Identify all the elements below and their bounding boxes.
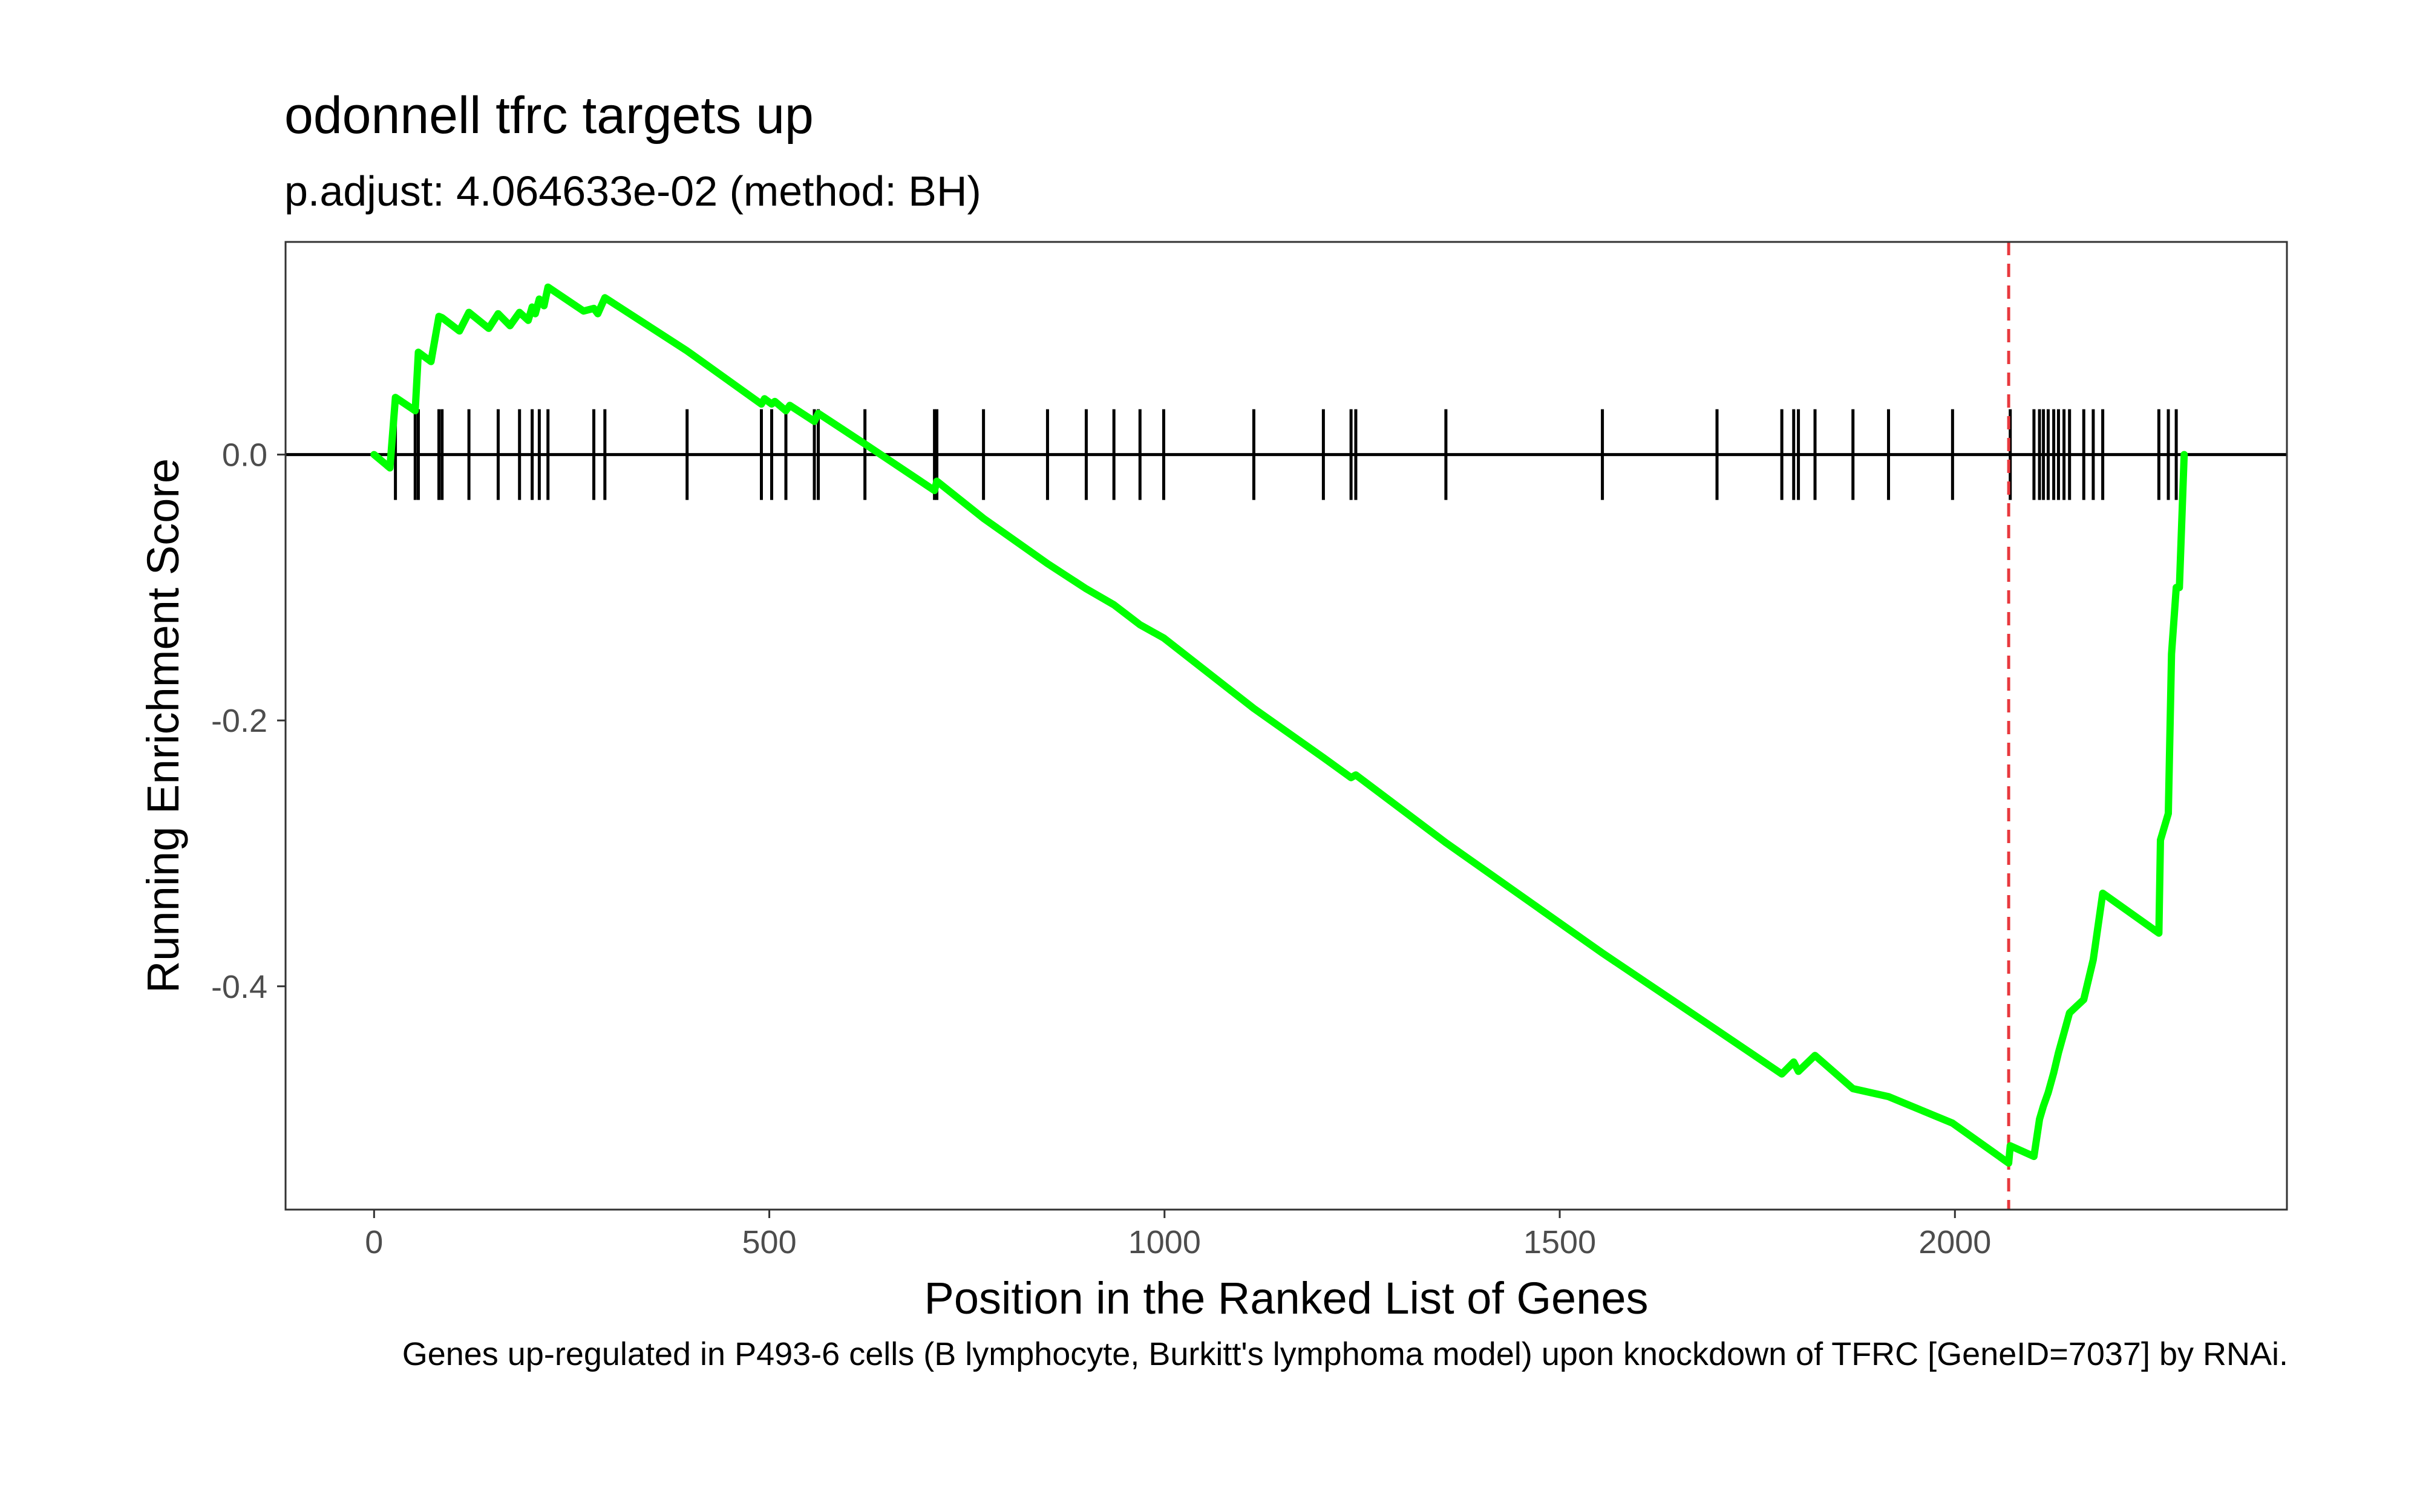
x-axis: 0 500 1000 1500 2000 [365,1210,1991,1260]
x-axis-title: Position in the Ranked List of Genes [924,1273,1648,1323]
y-axis-title: Running Enrichment Score [138,458,188,993]
y-tick-label: -0.2 [211,703,267,739]
y-axis: 0.0 -0.2 -0.4 [211,437,286,1005]
x-tick-label: 500 [742,1224,797,1260]
x-tick-label: 1500 [1523,1224,1596,1260]
chart-title: odonnell tfrc targets up [284,86,814,145]
y-tick-label: -0.4 [211,969,267,1005]
chart-caption: Genes up-regulated in P493-6 cells (B ly… [402,1336,2288,1372]
chart-subtitle: p.adjust: 4.064633e-02 (method: BH) [284,168,981,215]
x-tick-label: 2000 [1918,1224,1991,1260]
x-tick-label: 1000 [1128,1224,1201,1260]
running-enrichment-score-line [370,283,2188,1167]
plot-panel-border [284,241,2288,1211]
x-tick-label: 0 [365,1224,383,1260]
y-tick-label: 0.0 [222,437,267,474]
